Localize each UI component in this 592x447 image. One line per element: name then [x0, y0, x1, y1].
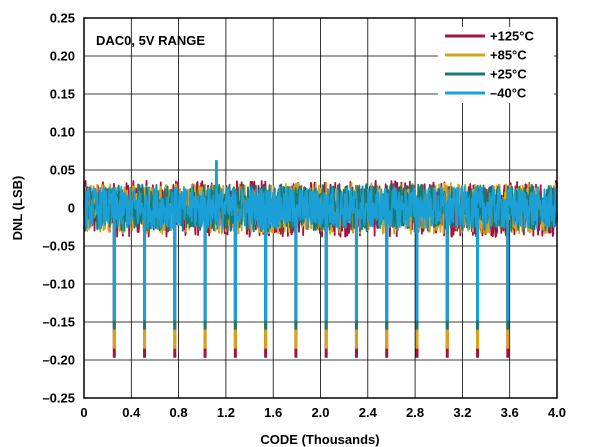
- legend-label: +85°C: [490, 48, 527, 63]
- plot-frame: [83, 17, 558, 399]
- y-tick-label: 0.25: [50, 11, 75, 26]
- series-3: [83, 160, 558, 321]
- axis-ticks: 0 0.4 0.8 1.2 1.6 2.0 2.4 2.8 3.2 3.6 4.0 0.25 0.20 0…: [42, 11, 566, 421]
- legend-label: +125°C: [490, 29, 534, 44]
- y-tick-label: –0.10: [42, 277, 75, 292]
- y-axis-label: DNL (LSB): [10, 176, 25, 241]
- x-tick-label: 1.2: [217, 405, 235, 420]
- legend: +125°C +85°C +25°C –40°C: [438, 27, 554, 103]
- legend-label: –40°C: [490, 86, 527, 101]
- y-tick-label: 0: [68, 201, 75, 216]
- y-tick-label: 0.20: [50, 49, 75, 64]
- x-axis-label: CODE (Thousands): [260, 432, 379, 447]
- x-tick-label: 2.0: [311, 405, 329, 420]
- y-tick-label: 0.15: [50, 87, 75, 102]
- x-tick-label: 0.4: [122, 405, 141, 420]
- x-tick-label: 2.8: [406, 405, 424, 420]
- series-line: [83, 183, 558, 233]
- y-tick-label: –0.05: [42, 239, 75, 254]
- y-tick-label: 0.10: [50, 125, 75, 140]
- y-tick-label: –0.25: [42, 391, 75, 406]
- x-tick-label: 3.2: [453, 405, 471, 420]
- y-tick-label: 0.05: [50, 163, 75, 178]
- x-tick-label: 2.4: [359, 405, 378, 420]
- series-line: [83, 185, 558, 231]
- y-tick-label: –0.20: [42, 353, 75, 368]
- x-tick-label: 0: [80, 405, 87, 420]
- series-layer: [83, 160, 558, 358]
- legend-background: [438, 27, 554, 103]
- x-tick-label: 3.6: [501, 405, 519, 420]
- y-tick-label: –0.15: [42, 315, 75, 330]
- x-tick-label: 1.6: [264, 405, 282, 420]
- legend-label: +25°C: [490, 67, 527, 82]
- chart-annotation: DAC0, 5V RANGE: [96, 33, 205, 48]
- x-tick-label: 4.0: [548, 405, 566, 420]
- x-tick-label: 0.8: [170, 405, 188, 420]
